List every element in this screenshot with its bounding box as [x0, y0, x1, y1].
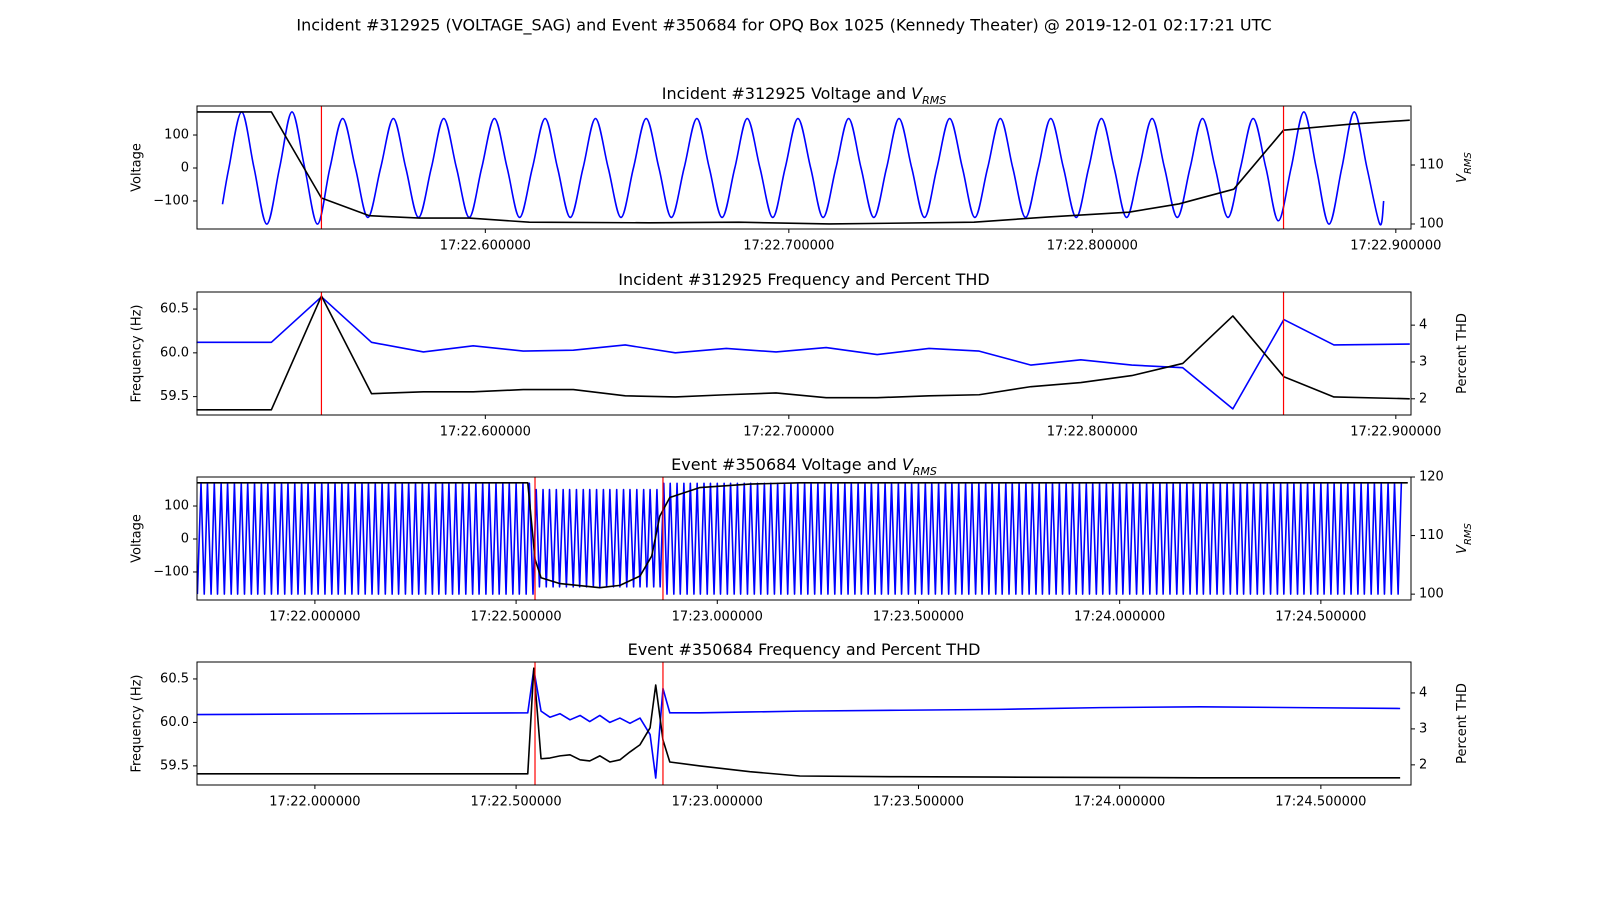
subplot-title: Incident #312925 Frequency and Percent T…: [618, 270, 990, 289]
title-text: Event #350684 Frequency and Percent THD: [628, 640, 981, 659]
x-tick-label: 17:24.500000: [1275, 610, 1366, 625]
x-tick-label: 17:22.500000: [470, 610, 561, 625]
y2-tick-label: 100: [1419, 216, 1444, 231]
x-tick-label: 17:22.700000: [743, 239, 834, 254]
subplot: Incident #312925 Voltage and VRMS17:22.60…: [130, 84, 1474, 254]
y2-tick-label: 3: [1419, 354, 1427, 369]
title-symbol: V: [911, 84, 923, 103]
figure-title: Incident #312925 (VOLTAGE_SAG) and Event…: [296, 16, 1271, 36]
title-subscript: RMS: [913, 465, 937, 478]
y-tick-label: 59.5: [160, 758, 189, 773]
x-tick-label: 17:24.000000: [1074, 795, 1165, 810]
x-tick-label: 17:23.500000: [873, 610, 964, 625]
x-tick-label: 17:22.800000: [1047, 239, 1138, 254]
axes-frame: [196, 661, 1412, 786]
y-tick-label: 100: [164, 128, 189, 143]
y2-axis-label: Percent THD: [1455, 683, 1470, 764]
y-tick-label: 60.5: [160, 302, 189, 317]
y2-tick-label: 110: [1419, 157, 1444, 172]
y-tick-label: 0: [181, 531, 189, 546]
subplot: Incident #312925 Frequency and Percent T…: [130, 270, 1470, 440]
series-line: [196, 296, 1410, 410]
series-line: [196, 482, 1403, 595]
axes-frame: [196, 291, 1412, 416]
y2-tick-label: 110: [1419, 528, 1444, 543]
y2-tick-label: 3: [1419, 721, 1427, 736]
y2-tick-label: 4: [1419, 685, 1427, 700]
y2-axis-label: VRMS: [1455, 522, 1474, 553]
y-tick-label: 100: [164, 499, 189, 514]
y2-label-symbol: V: [1455, 173, 1470, 183]
subplot-title: Incident #312925 Voltage and VRMS: [662, 84, 946, 107]
y-tick-label: 60.5: [160, 671, 189, 686]
title-subscript: RMS: [922, 94, 946, 107]
y2-label-text: Percent THD: [1455, 313, 1470, 394]
y2-tick-label: 2: [1419, 757, 1427, 772]
subplot-title: Event #350684 Voltage and VRMS: [671, 455, 937, 478]
x-tick-label: 17:22.600000: [440, 425, 531, 440]
title-text: Incident #312925 Voltage and: [662, 84, 906, 103]
y-tick-label: −100: [153, 564, 189, 579]
y-axis-label: Frequency (Hz): [130, 674, 145, 772]
y-tick-label: 59.5: [160, 389, 189, 404]
title-text: Event #350684 Voltage and: [671, 455, 897, 474]
y-tick-label: 60.0: [160, 345, 189, 360]
series-line: [197, 482, 1408, 589]
y-tick-label: 0: [181, 160, 189, 175]
x-tick-label: 17:23.500000: [873, 795, 964, 810]
y-tick-label: 60.0: [160, 715, 189, 730]
y2-tick-label: 120: [1419, 470, 1444, 485]
y-axis-label: Voltage: [130, 514, 145, 563]
x-tick-label: 17:22.600000: [440, 239, 531, 254]
x-tick-label: 17:22.000000: [269, 610, 360, 625]
y2-tick-label: 2: [1419, 391, 1427, 406]
x-tick-label: 17:22.900000: [1350, 425, 1441, 440]
y2-label-subscript: RMS: [1463, 522, 1474, 545]
x-tick-label: 17:22.900000: [1350, 239, 1441, 254]
series-line: [196, 668, 1401, 779]
x-tick-label: 17:23.000000: [672, 610, 763, 625]
x-tick-label: 17:22.000000: [269, 795, 360, 810]
title-text: Incident #312925 Frequency and Percent T…: [618, 270, 990, 289]
x-tick-label: 17:22.500000: [470, 795, 561, 810]
y-tick-label: −100: [153, 193, 189, 208]
subplot: Event #350684 Frequency and Percent THD 1…: [130, 640, 1470, 810]
series-line: [196, 295, 1410, 411]
subplot: Event #350684 Voltage and VRMS17:22.00000…: [130, 455, 1474, 625]
subplot-title: Event #350684 Frequency and Percent THD: [628, 640, 981, 659]
series-line: [197, 667, 1401, 779]
title-symbol: V: [902, 455, 914, 474]
y2-axis-label: VRMS: [1455, 151, 1474, 182]
y2-label-text: Percent THD: [1455, 683, 1470, 764]
y2-label-symbol: V: [1455, 544, 1470, 554]
x-tick-label: 17:24.000000: [1074, 610, 1165, 625]
x-tick-label: 17:22.800000: [1047, 425, 1138, 440]
y-axis-label: Frequency (Hz): [130, 304, 145, 402]
x-tick-label: 17:23.000000: [672, 795, 763, 810]
x-tick-label: 17:24.500000: [1275, 795, 1366, 810]
series-line: [221, 111, 1385, 226]
series-line: [197, 111, 1410, 225]
y2-tick-label: 100: [1419, 587, 1444, 602]
x-tick-label: 17:22.700000: [743, 425, 834, 440]
y-axis-label: Voltage: [130, 143, 145, 192]
y2-label-subscript: RMS: [1463, 151, 1474, 174]
y2-tick-label: 4: [1419, 318, 1427, 333]
y2-axis-label: Percent THD: [1455, 313, 1470, 394]
